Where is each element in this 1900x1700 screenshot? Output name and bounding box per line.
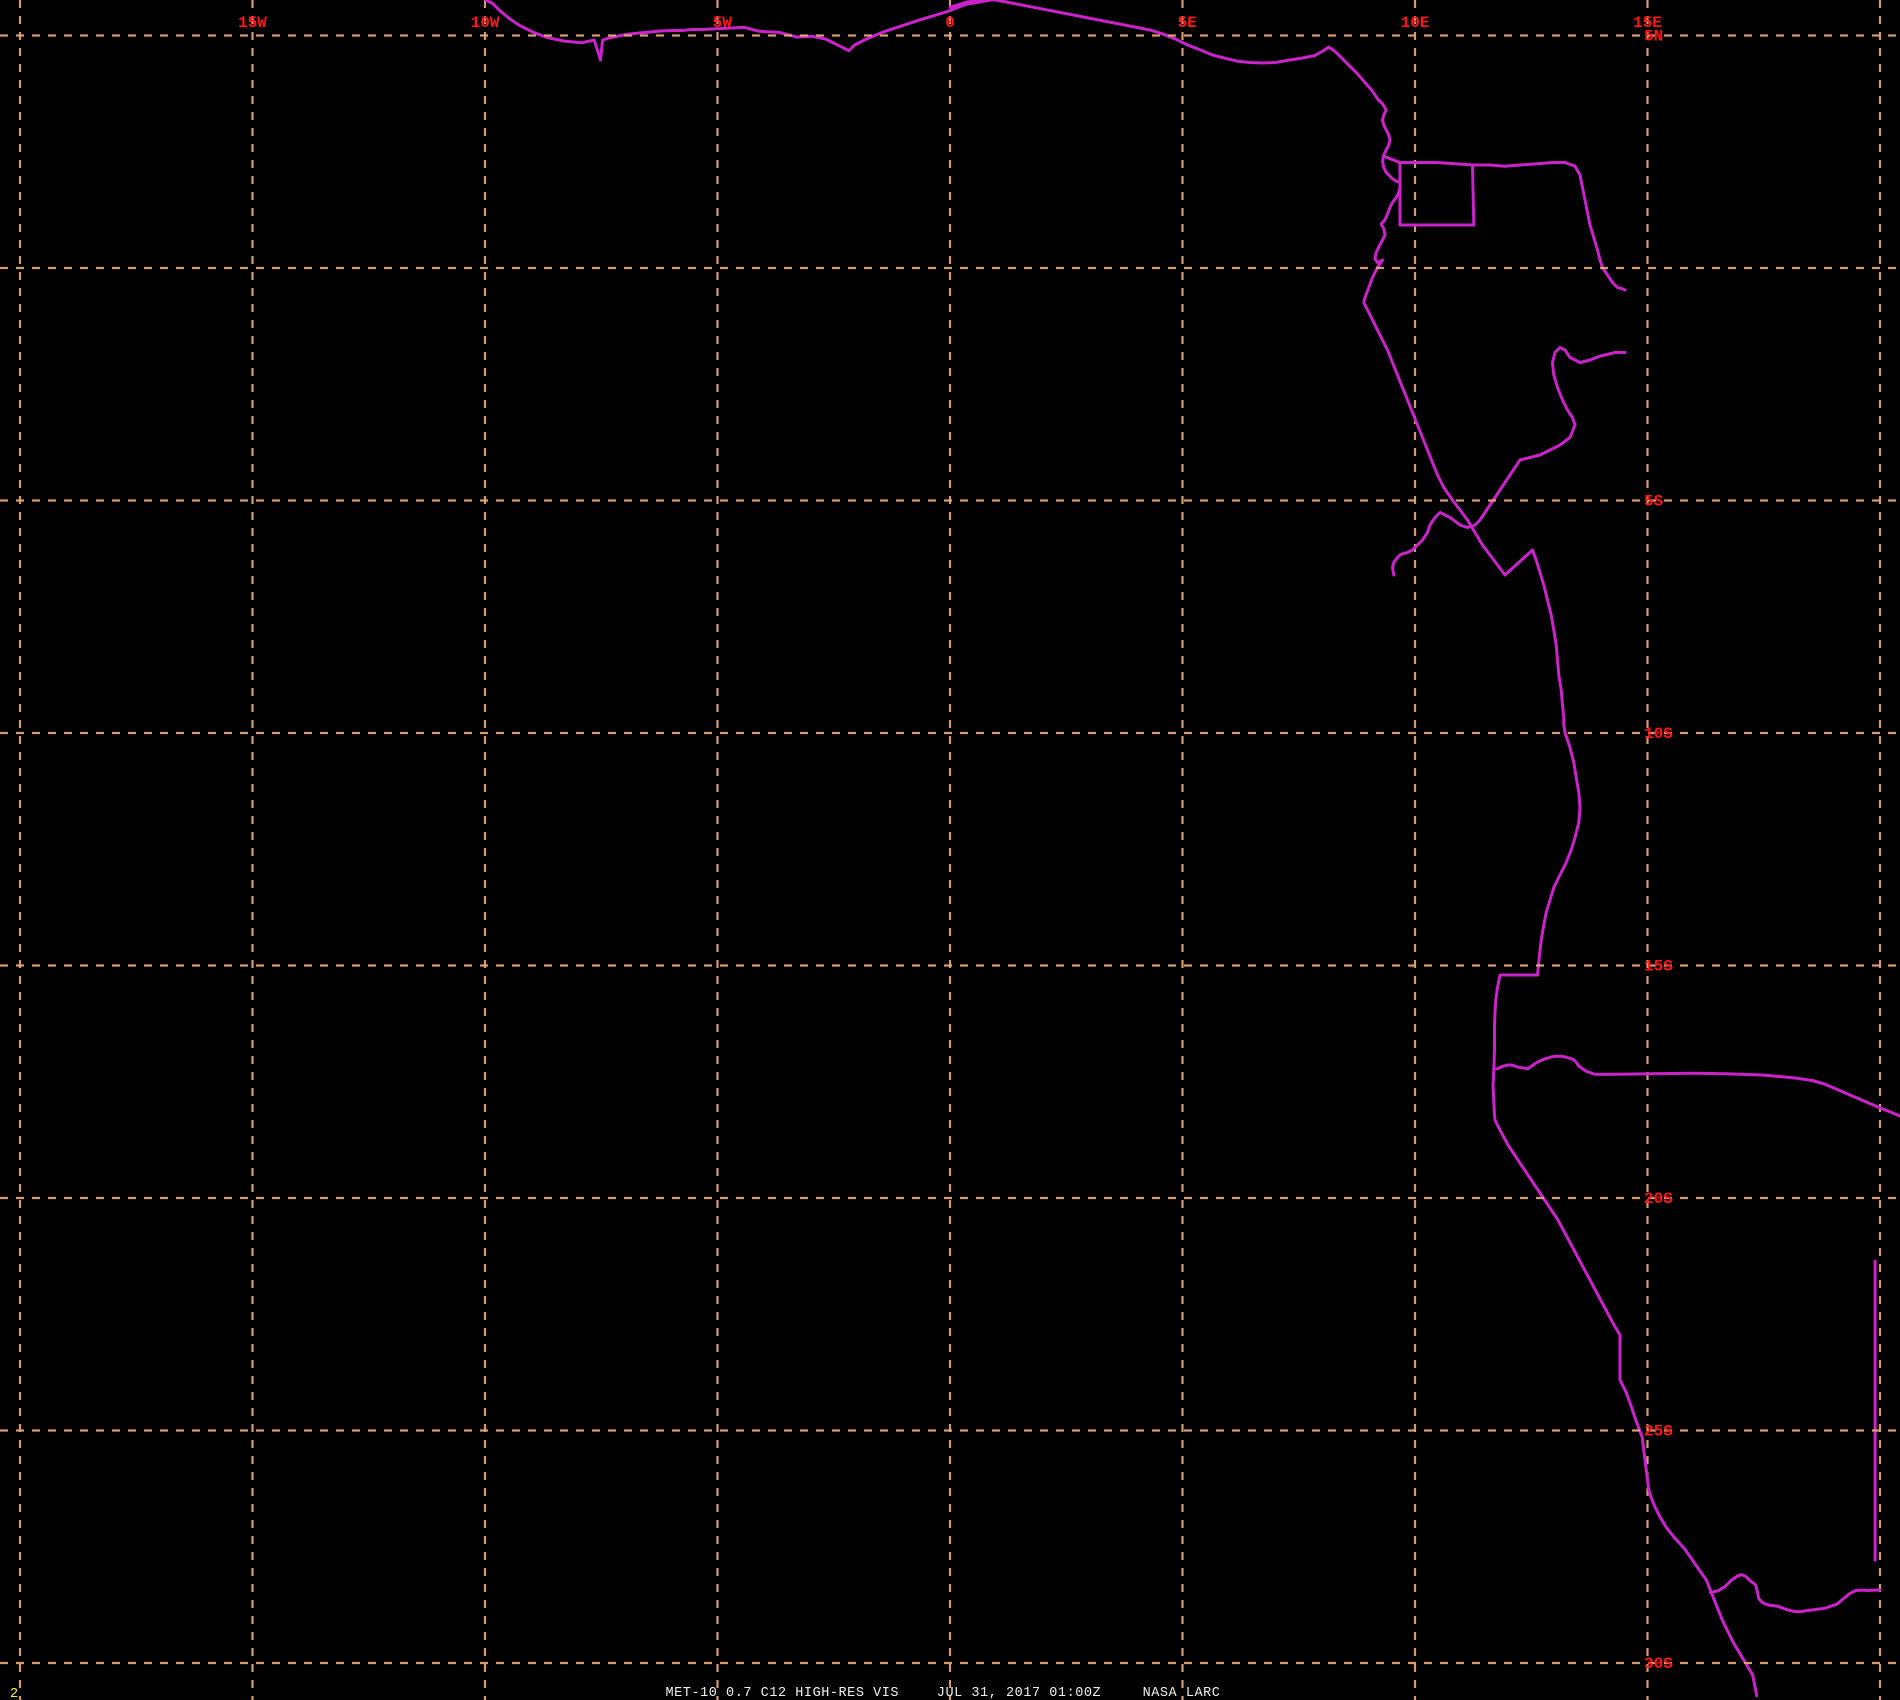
svg-text:10E: 10E	[1401, 14, 1430, 32]
svg-text:5E: 5E	[1178, 14, 1197, 32]
svg-text:5S: 5S	[1644, 492, 1664, 510]
svg-text:5N: 5N	[1644, 27, 1663, 45]
svg-text:10W: 10W	[471, 14, 500, 32]
svg-text:20S: 20S	[1644, 1190, 1673, 1208]
svg-text:25S: 25S	[1644, 1422, 1673, 1440]
svg-text:10S: 10S	[1644, 725, 1673, 743]
svg-text:5W: 5W	[713, 14, 733, 32]
svg-text:15W: 15W	[238, 14, 267, 32]
svg-text:0: 0	[945, 14, 955, 32]
svg-text:2: 2	[10, 1687, 18, 1700]
svg-text:30S: 30S	[1644, 1655, 1673, 1673]
svg-text:15S: 15S	[1644, 957, 1673, 975]
